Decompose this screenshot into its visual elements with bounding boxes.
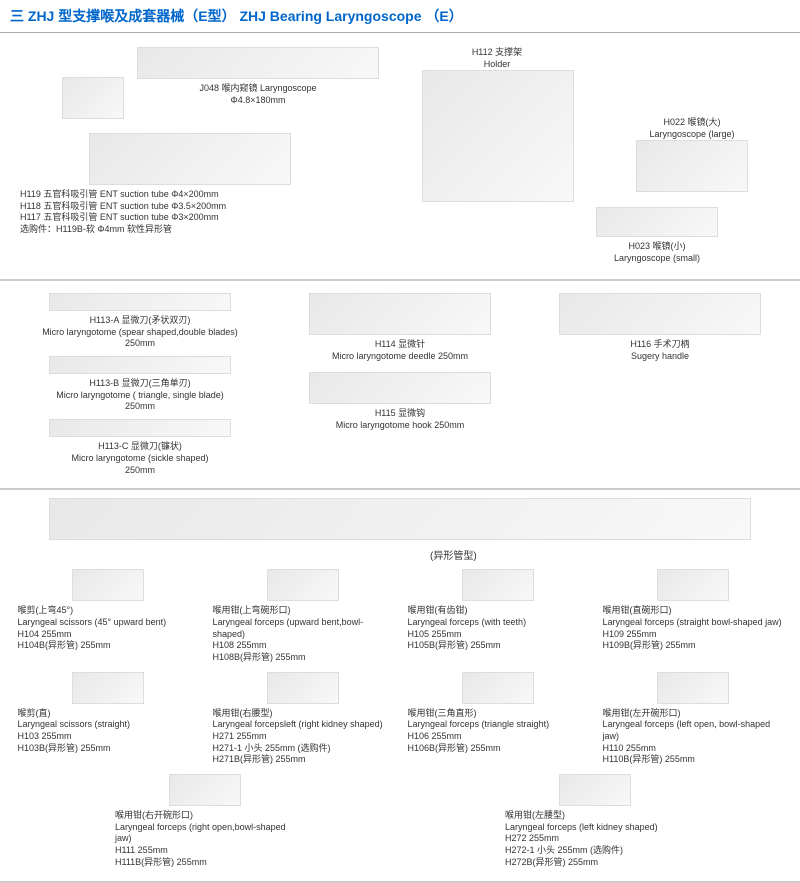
forceps-thumb: [72, 569, 144, 601]
forceps-caption: 喉用钳(左开碗形口)Laryngeal forceps (left open, …: [603, 708, 783, 766]
forceps-item: 喉剪(上弯45°)Laryngeal scissors (45° upward …: [18, 569, 198, 663]
forceps-caption: 喉剪(上弯45°)Laryngeal scissors (45° upward …: [18, 605, 198, 652]
forceps-caption: 喉用钳(有齿钳)Laryngeal forceps (with teeth)H1…: [408, 605, 588, 652]
section-micro: H113-A 显微刀(矛状双刃) Micro laryngotome (spea…: [0, 281, 800, 490]
h023-en: Laryngoscope (small): [592, 253, 722, 265]
forceps-item: 喉用钳(右腰型)Laryngeal forcepsleft (right kid…: [213, 672, 393, 766]
abnormal-label: (异形管型): [430, 547, 477, 562]
thumb-h114: [309, 293, 491, 335]
h022-label: H022 喉镜(大): [632, 117, 752, 129]
forceps-caption: 喉用钳(三角直形)Laryngeal forceps (triangle str…: [408, 708, 588, 755]
forceps-grid: 喉剪(上弯45°)Laryngeal scissors (45° upward …: [10, 565, 790, 872]
thumb-h116: [559, 293, 761, 335]
thumb-long-forceps: [49, 498, 751, 540]
h112-en: Holder: [422, 59, 572, 71]
h023-label: H023 喉镜(小): [592, 241, 722, 253]
thumb-j048: [137, 47, 379, 79]
thumb-suction: [89, 133, 291, 185]
page-title: 三 ZHJ 型支撑喉及成套器械（E型） ZHJ Bearing Laryngos…: [0, 0, 800, 33]
forceps-thumb: [559, 774, 631, 806]
forceps-thumb: [657, 672, 729, 704]
h113a-en: Micro laryngotome (spear shaped,double b…: [14, 327, 266, 339]
thumb-h113b: [49, 356, 231, 374]
h117-line: H117 五官科吸引管 ENT suction tube Φ3×200mm: [20, 212, 360, 224]
forceps-item: 喉用钳(有齿钳)Laryngeal forceps (with teeth)H1…: [408, 569, 588, 663]
section-top: J048 喉内窥镜 Laryngoscope Φ4.8×180mm H112 支…: [0, 33, 800, 281]
thumb-h112: [422, 70, 574, 202]
forceps-caption: 喉用钳(右开碗形口)Laryngeal forceps (right open,…: [115, 810, 295, 868]
forceps-caption: 喉用钳(右腰型)Laryngeal forcepsleft (right kid…: [213, 708, 393, 766]
h115-label: H115 显微钩: [274, 408, 526, 420]
forceps-item: 喉用钳(三角直形)Laryngeal forceps (triangle str…: [408, 672, 588, 766]
thumb-h022: [636, 140, 748, 192]
forceps-thumb: [462, 569, 534, 601]
h116-label: H116 手术刀柄: [534, 339, 786, 351]
section-forceps: (异形管型) 喉剪(上弯45°)Laryngeal scissors (45° …: [0, 490, 800, 882]
h116-en: Sugery handle: [534, 351, 786, 363]
h113a-spec: 250mm: [14, 338, 266, 350]
h112-label: H112 支撑架: [422, 47, 572, 59]
h119b-line: 选购件：H119B-软 Φ4mm 软性异形管: [20, 224, 360, 236]
h113a-label: H113-A 显微刀(矛状双刃): [14, 315, 266, 327]
forceps-thumb: [169, 774, 241, 806]
h114-en: Micro laryngotome deedle 250mm: [274, 351, 526, 363]
forceps-thumb: [72, 672, 144, 704]
h113c-label: H113-C 显微刀(镰状): [14, 441, 266, 453]
forceps-caption: 喉用钳(左腰型)Laryngeal forceps (left kidney s…: [505, 810, 685, 868]
forceps-caption: 喉用钳(直碗形口)Laryngeal forceps (straight bow…: [603, 605, 783, 652]
forceps-item: 喉剪(直)Laryngeal scissors (straight)H103 2…: [18, 672, 198, 766]
forceps-thumb: [657, 569, 729, 601]
h115-en: Micro laryngotome hook 250mm: [274, 420, 526, 432]
h118-line: H118 五官科吸引管 ENT suction tube Φ3.5×200mm: [20, 201, 360, 213]
forceps-item: 喉用钳(直碗形口)Laryngeal forceps (straight bow…: [603, 569, 783, 663]
j048-spec: Φ4.8×180mm: [128, 95, 388, 107]
forceps-item: 喉用钳(左开碗形口)Laryngeal forceps (left open, …: [603, 672, 783, 766]
forceps-caption: 喉用钳(上弯碗形口)Laryngeal forceps (upward bent…: [213, 605, 393, 663]
thumb-scope-head: [62, 77, 124, 119]
h022-en: Laryngoscope (large): [632, 129, 752, 141]
forceps-item: 喉用钳(上弯碗形口)Laryngeal forceps (upward bent…: [213, 569, 393, 663]
j048-label: J048 喉内窥镜 Laryngoscope: [128, 83, 388, 95]
thumb-h023: [596, 207, 718, 237]
forceps-caption: 喉剪(直)Laryngeal scissors (straight)H103 2…: [18, 708, 198, 755]
thumb-h113a: [49, 293, 231, 311]
h119-line: H119 五官科吸引管 ENT suction tube Φ4×200mm: [20, 189, 360, 201]
h113b-en: Micro laryngotome ( triangle, single bla…: [14, 390, 266, 402]
forceps-thumb: [267, 672, 339, 704]
h114-label: H114 显微针: [274, 339, 526, 351]
forceps-thumb: [462, 672, 534, 704]
thumb-h113c: [49, 419, 231, 437]
h113b-label: H113-B 显微刀(三角单刃): [14, 378, 266, 390]
h113b-spec: 250mm: [14, 401, 266, 413]
forceps-item: 喉用钳(右开碗形口)Laryngeal forceps (right open,…: [115, 774, 295, 868]
forceps-thumb: [267, 569, 339, 601]
h113c-spec: 250mm: [14, 465, 266, 477]
thumb-h115: [309, 372, 491, 404]
h113c-en: Micro laryngotome (sickle shaped): [14, 453, 266, 465]
forceps-item: 喉用钳(左腰型)Laryngeal forceps (left kidney s…: [505, 774, 685, 868]
